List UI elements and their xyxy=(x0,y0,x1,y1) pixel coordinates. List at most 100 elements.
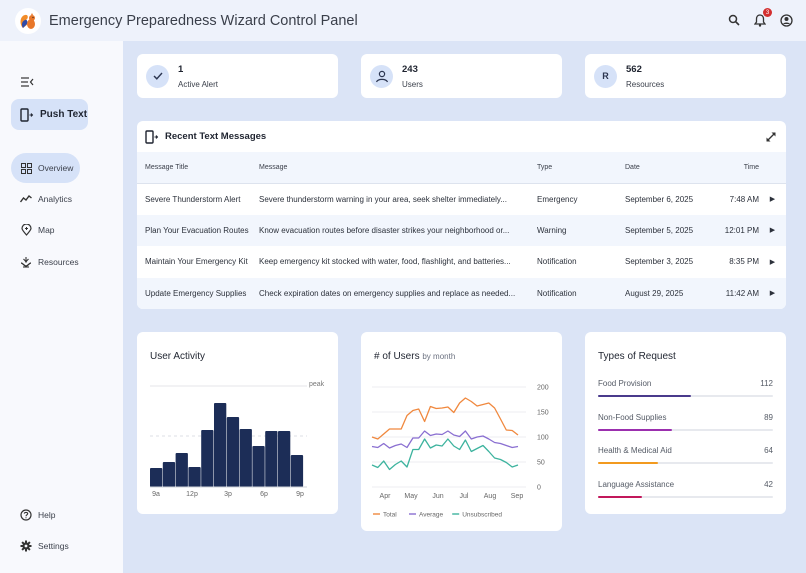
activity-bar xyxy=(278,431,291,487)
column-header[interactable]: Message Title xyxy=(137,152,259,184)
request-bar xyxy=(598,429,672,431)
sidebar-item-label: Analytics xyxy=(38,194,73,204)
cell-date: September 6, 2025 xyxy=(625,194,694,204)
request-item-language: Language Assistance 42 xyxy=(598,480,773,498)
table-row[interactable]: Severe Thunderstorm Alert Severe thunder… xyxy=(137,183,786,215)
cell-date: September 3, 2025 xyxy=(625,257,694,267)
cell-title: Update Emergency Supplies xyxy=(137,277,259,309)
stat-card-active-alert[interactable]: 1 Active Alert xyxy=(137,54,338,98)
check-icon xyxy=(146,64,169,88)
cell-message: Check expiration dates on emergency supp… xyxy=(259,277,537,309)
table-row[interactable]: Update Emergency Supplies Check expirati… xyxy=(137,277,786,309)
table-row[interactable]: Plan Your Evacuation Routes Know evacuat… xyxy=(137,214,786,246)
column-header[interactable]: Time xyxy=(711,152,759,184)
squirrel-logo-icon xyxy=(20,12,35,29)
sidebar-item-label: Resources xyxy=(38,257,79,267)
sidebar-item-analytics[interactable]: Analytics xyxy=(11,184,80,214)
help-icon xyxy=(20,509,32,521)
request-label: Health & Medical Aid xyxy=(598,446,672,455)
activity-bar xyxy=(226,417,240,487)
column-header[interactable]: Type xyxy=(537,152,625,184)
line-unsubscribed xyxy=(371,438,519,471)
cell-message: Keep emergency kit stocked with water, f… xyxy=(259,257,511,267)
cell-type: Emergency xyxy=(537,194,578,204)
svg-text:9a: 9a xyxy=(152,491,160,498)
menu-collapse-button[interactable] xyxy=(20,75,34,87)
stat-card-resources[interactable]: R 562 Resources xyxy=(585,54,786,98)
request-count: 112 xyxy=(760,379,773,388)
legend-item: Total xyxy=(383,512,397,519)
request-item-non-food: Non-Food Supplies 89 xyxy=(598,413,773,431)
user-icon xyxy=(370,64,393,88)
legend-item: Average xyxy=(419,512,443,519)
cell-time: 8:35 PM xyxy=(729,257,759,267)
sidebar-item-label: Settings xyxy=(38,541,69,551)
activity-bar xyxy=(239,429,252,487)
request-count: 64 xyxy=(764,446,773,455)
account-button[interactable] xyxy=(778,12,794,28)
trend-icon xyxy=(20,193,32,205)
stat-label: Users xyxy=(402,79,423,89)
sidebar-item-label: Overview xyxy=(38,163,74,173)
messages-table: Message Title Message Type Date Time Sev… xyxy=(137,152,786,309)
sidebar-item-help[interactable]: Help xyxy=(11,500,80,530)
svg-text:Apr: Apr xyxy=(380,493,392,500)
cell-time: 11:42 AM xyxy=(711,277,759,309)
sidebar-item-map[interactable]: Map xyxy=(11,215,80,245)
line-total xyxy=(371,397,519,440)
notifications-button[interactable]: 3 xyxy=(752,8,772,28)
search-button[interactable] xyxy=(726,12,742,28)
column-header[interactable]: Date xyxy=(625,152,711,184)
sidebar-item-label: Map xyxy=(38,225,55,235)
chart-subtitle: by month xyxy=(422,352,456,361)
request-item-food: Food Provision 112 xyxy=(598,379,773,397)
request-count: 42 xyxy=(764,480,773,489)
activity-bar xyxy=(201,430,214,487)
search-icon xyxy=(728,14,740,26)
legend-item: Unsubscribed xyxy=(462,512,502,519)
grid-icon xyxy=(20,162,32,174)
cell-type: Notification xyxy=(537,257,577,267)
notification-badge: 3 xyxy=(763,8,772,17)
cell-type: Warning xyxy=(537,214,625,246)
row-expand-arrow-icon[interactable]: ▶ xyxy=(759,277,786,309)
peak-label: peak xyxy=(309,381,325,388)
cell-date: September 5, 2025 xyxy=(625,214,711,246)
svg-text:200: 200 xyxy=(537,385,549,392)
row-expand-arrow-icon[interactable]: ▶ xyxy=(769,196,776,203)
user-activity-card: User Activity 9a 12p 3p 6p 9p peak xyxy=(137,332,338,514)
card-title: Recent Text Messages xyxy=(165,131,267,142)
resources-icon xyxy=(20,256,32,268)
expand-button[interactable] xyxy=(765,130,777,142)
column-header[interactable]: Message xyxy=(259,152,537,184)
request-label: Language Assistance xyxy=(598,480,675,489)
app-title: Emergency Preparedness Wizard Control Pa… xyxy=(49,12,358,29)
svg-text:150: 150 xyxy=(537,410,549,417)
phone-send-icon xyxy=(145,129,159,144)
user-activity-bar-chart: 9a 12p 3p 6p 9p xyxy=(150,385,307,498)
sidebar-item-settings[interactable]: Settings xyxy=(11,531,80,561)
request-count: 89 xyxy=(764,413,773,422)
row-expand-arrow-icon[interactable]: ▶ xyxy=(769,258,776,266)
request-label: Non-Food Supplies xyxy=(598,413,667,422)
sidebar-item-resources[interactable]: Resources xyxy=(11,247,80,277)
request-bar xyxy=(598,462,658,464)
svg-text:Jul: Jul xyxy=(460,493,469,500)
push-text-button[interactable]: Push Text xyxy=(11,99,88,130)
row-expand-arrow-icon[interactable]: ▶ xyxy=(759,214,786,246)
cell-time: 12:01 PM xyxy=(711,214,759,246)
card-title: Types of Request xyxy=(598,351,676,362)
stat-value: 562 xyxy=(626,63,642,75)
table-row[interactable]: Maintain Your Emergency Kit Keep emergen… xyxy=(137,246,786,278)
sidebar-item-overview[interactable]: Overview xyxy=(11,153,80,183)
chart-title: # of Users xyxy=(374,351,420,362)
stat-value: 243 xyxy=(402,63,418,75)
menu-collapse-icon xyxy=(21,77,34,87)
stat-card-users[interactable]: 243 Users xyxy=(361,54,562,98)
activity-bar xyxy=(290,455,304,487)
svg-text:Sep: Sep xyxy=(511,493,524,500)
card-title: # of Users by month xyxy=(374,351,455,362)
bell-icon xyxy=(754,13,766,27)
stat-label: Active Alert xyxy=(178,79,219,89)
activity-bar xyxy=(252,446,265,487)
